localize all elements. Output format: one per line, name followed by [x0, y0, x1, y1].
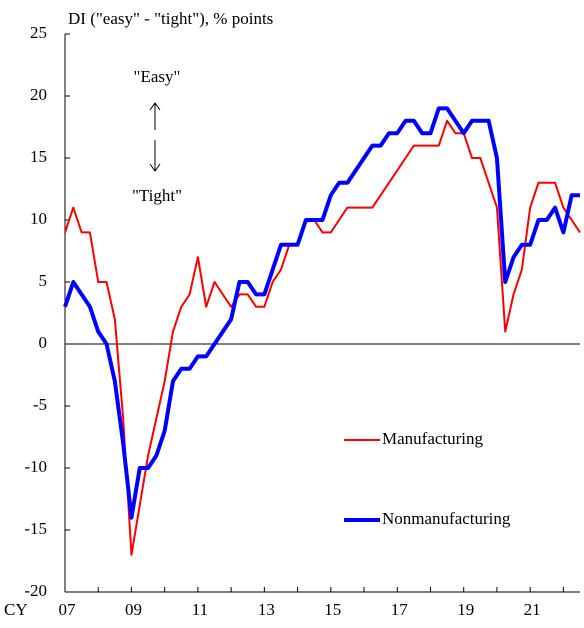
x-tick-label: 11 — [192, 600, 208, 619]
annotation: "Easy" — [134, 67, 181, 86]
y-tick-label: 10 — [30, 209, 47, 228]
y-tick-label: -10 — [24, 457, 47, 476]
x-tick-label: 13 — [258, 600, 275, 619]
series-line — [64, 119, 581, 556]
y-tick-label: -20 — [24, 581, 47, 600]
y-tick-label: 20 — [30, 85, 47, 104]
x-tick-label: 21 — [524, 600, 541, 619]
x-tick-label: 15 — [324, 600, 341, 619]
y-tick-label: 25 — [30, 23, 47, 42]
y-tick-label: -5 — [33, 395, 47, 414]
x-tick-label: 19 — [457, 600, 474, 619]
y-tick-label: 5 — [39, 271, 48, 290]
arrows — [149, 102, 161, 172]
series-line — [63, 106, 580, 520]
chart-title: DI ("easy" - "tight"), % points — [68, 9, 273, 28]
y-tick-label: 15 — [30, 147, 47, 166]
arrow-head — [149, 163, 161, 172]
x-tick-label: 07 — [59, 600, 77, 619]
legend-label: Nonmanufacturing — [382, 509, 511, 528]
legend-label: Manufacturing — [382, 429, 484, 448]
annotation: "Tight" — [132, 186, 182, 205]
y-tick-label: 0 — [39, 333, 48, 352]
arrow-head — [149, 102, 161, 111]
x-tick-label: 09 — [125, 600, 142, 619]
x-axis-label: CY — [4, 600, 28, 619]
x-tick-label: 17 — [391, 600, 409, 619]
y-tick-label: -15 — [24, 519, 47, 538]
